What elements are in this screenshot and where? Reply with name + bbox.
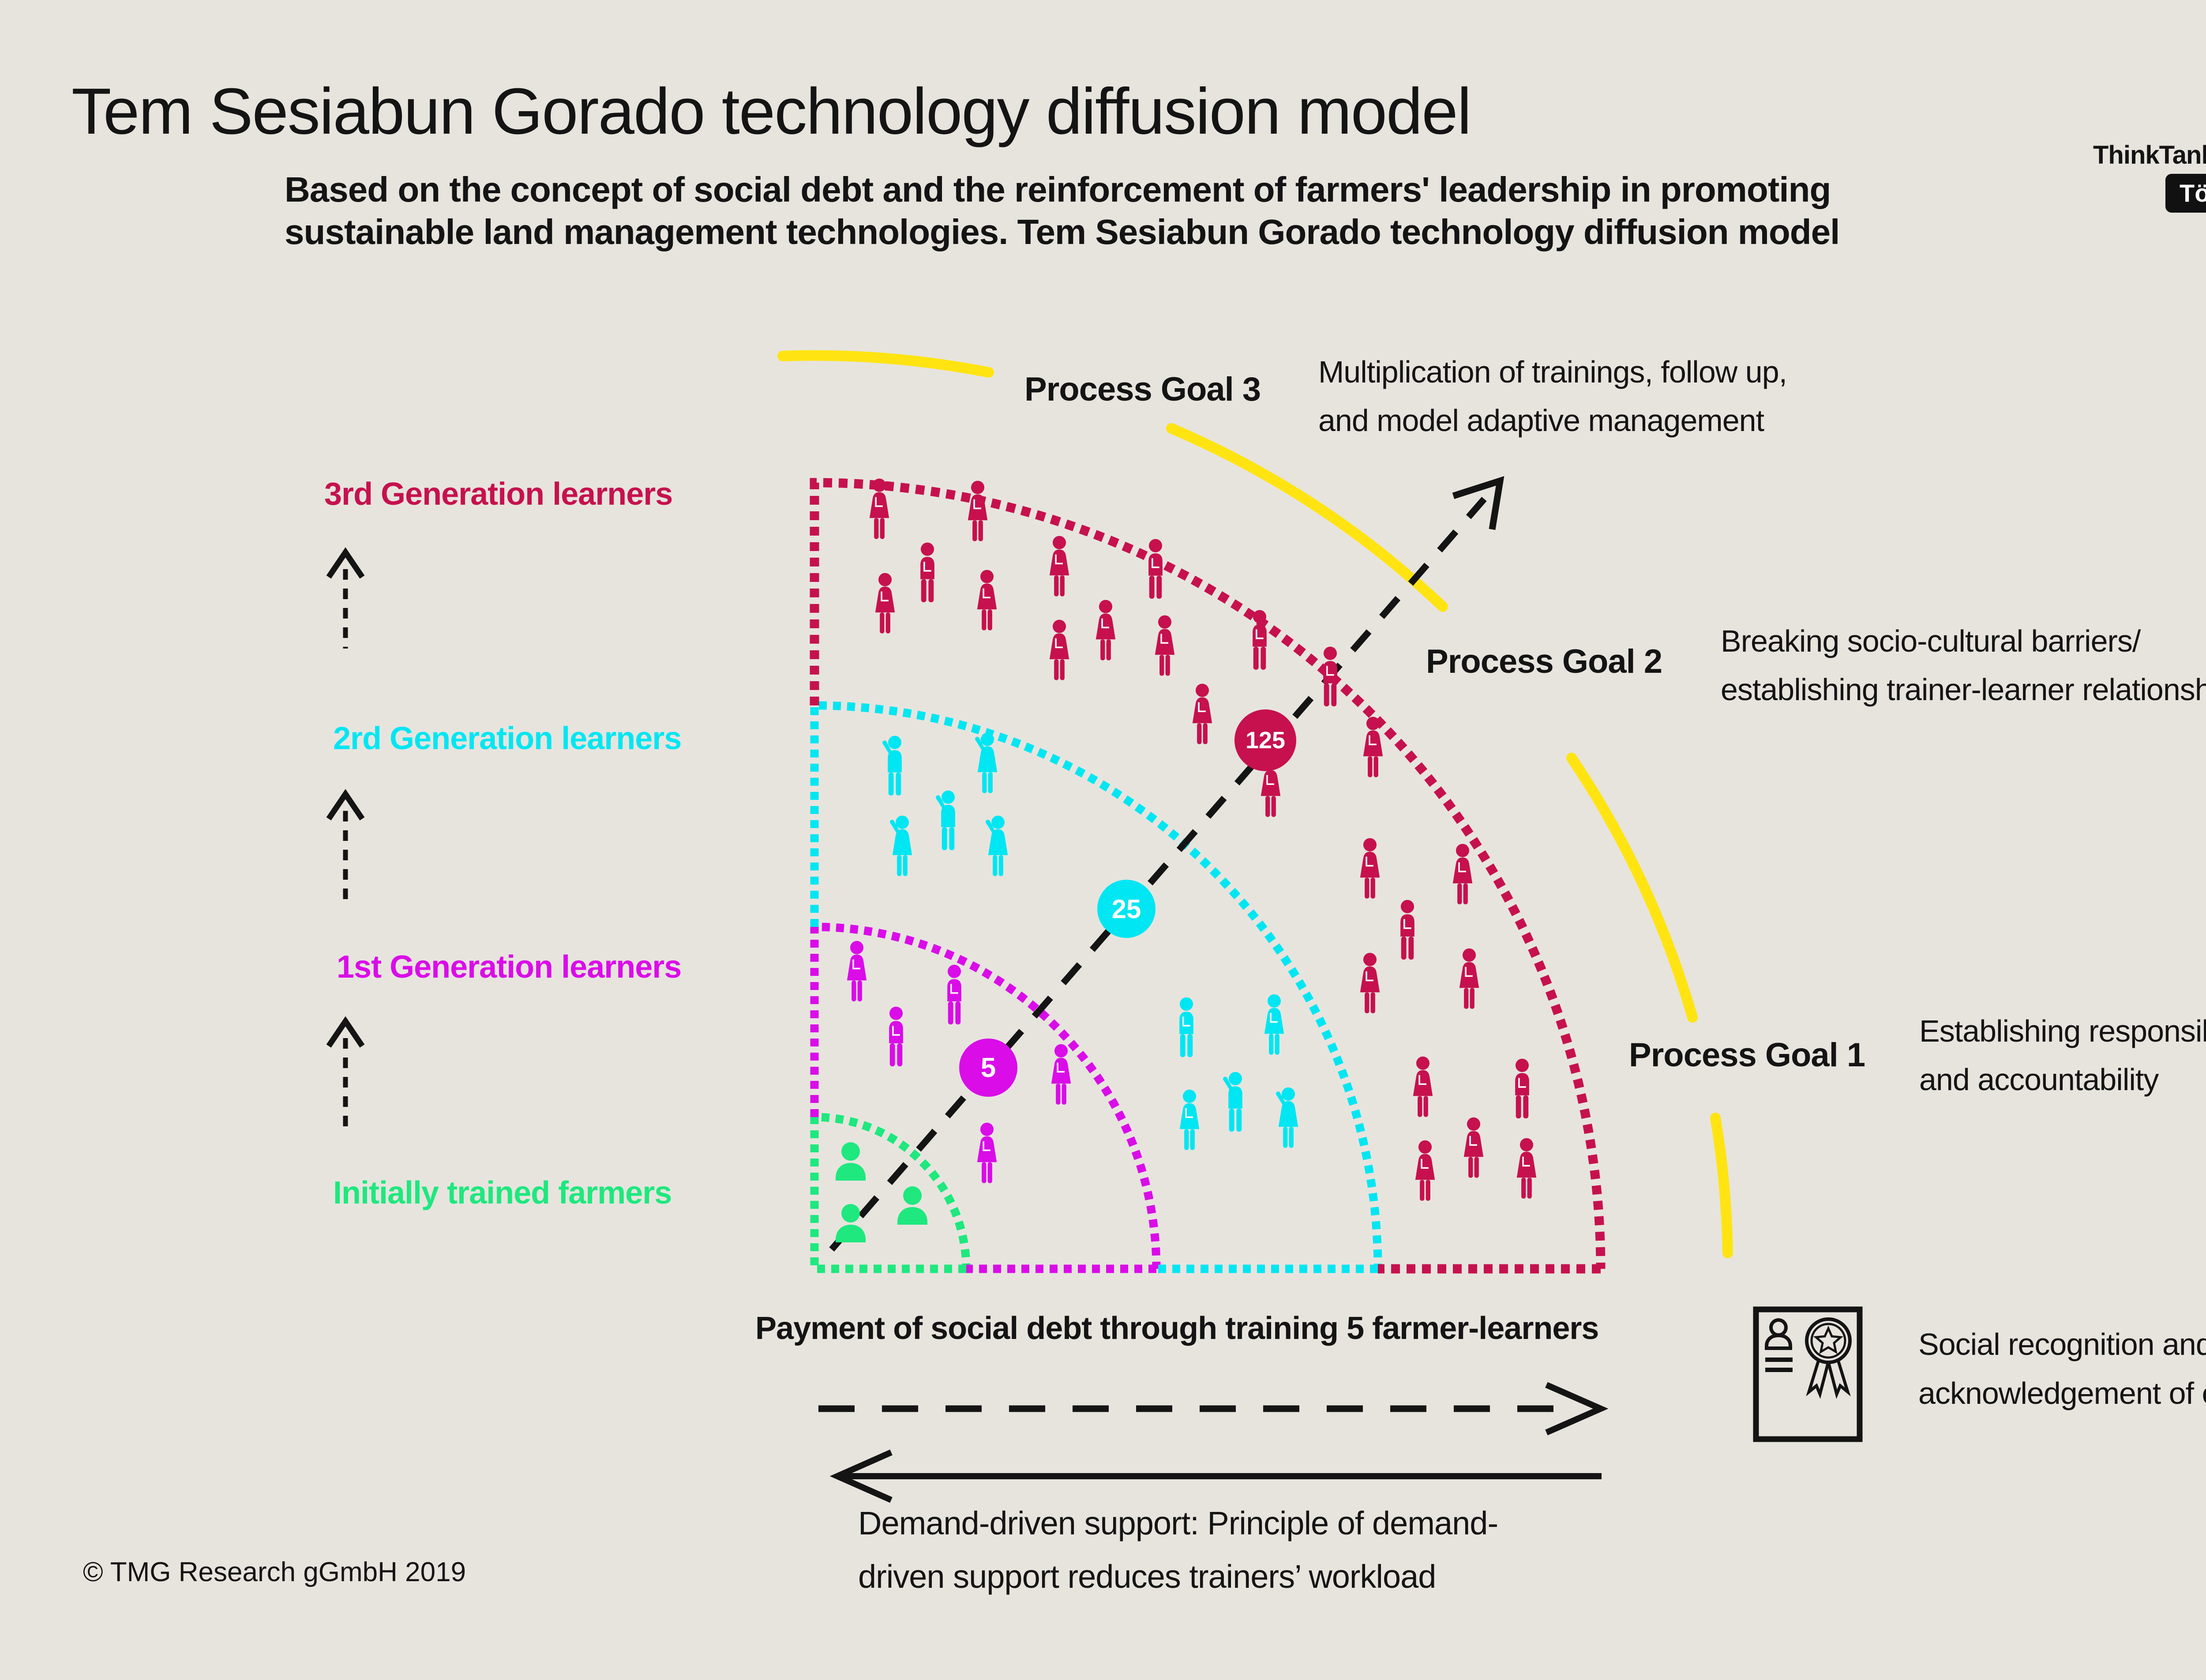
person-icon-initially-trained-farmers bbox=[836, 1142, 866, 1181]
process-goal-2-label: Process Goal 2 bbox=[1426, 643, 1662, 680]
person-icon-third-generation bbox=[1252, 610, 1268, 671]
person-icon-second-generation bbox=[1179, 1089, 1200, 1151]
person-icon-third-generation bbox=[874, 573, 896, 634]
person-icon-first-generation bbox=[846, 941, 867, 1002]
person-icon-first-generation bbox=[888, 1006, 904, 1067]
person-icon-third-generation bbox=[1095, 600, 1116, 661]
certificate-icon bbox=[1753, 1306, 1863, 1442]
subtitle-line-1: Based on the concept of social debt and … bbox=[285, 170, 1831, 209]
person-icon-second-generation bbox=[1276, 1087, 1298, 1148]
yellow-arc-top-icon bbox=[777, 350, 994, 378]
process-goal-3-label: Process Goal 3 bbox=[1024, 371, 1261, 408]
process-goal-1-description: Establishing responsibilty and accountab… bbox=[1919, 1007, 2206, 1104]
person-icon-initially-trained-farmers bbox=[836, 1204, 866, 1242]
up-arrow-icon-1 bbox=[326, 547, 365, 649]
person-icon-third-generation bbox=[919, 542, 935, 603]
person-icon-second-generation bbox=[1223, 1072, 1242, 1132]
copyright-notice: © TMG Research gGmbH 2019 bbox=[83, 1557, 466, 1587]
page-subtitle: Based on the concept of social debt and … bbox=[285, 169, 1840, 253]
process-goal-2-description: Breaking socio-cultural barriers/ establ… bbox=[1721, 617, 2206, 714]
person-icon-second-generation bbox=[975, 732, 998, 793]
person-icon-third-generation bbox=[1049, 619, 1070, 681]
person-icon-second-generation bbox=[1264, 994, 1285, 1056]
process-goal-1-desc-line2: and accountability bbox=[1919, 1062, 2159, 1097]
process-goal-2-desc-line2: establishing trainer-learner relationshi… bbox=[1721, 672, 2206, 707]
payment-arrow-icon bbox=[818, 1382, 1609, 1436]
generation-label-1st: 1st Generation learners bbox=[337, 949, 682, 985]
process-goal-3-desc-line2: and model adaptive management bbox=[1318, 403, 1764, 438]
process-goal-1-label: Process Goal 1 bbox=[1629, 1036, 1865, 1074]
generation-arrow-icons bbox=[326, 547, 365, 1127]
person-icon-second-generation bbox=[889, 815, 912, 876]
person-icon-third-generation bbox=[1463, 1117, 1484, 1179]
logo-badge: Töpfer Müller Gaßner bbox=[2165, 174, 2206, 213]
trajectory-arrow-icon bbox=[829, 476, 1504, 1252]
yellow-arc-right-icon bbox=[1566, 753, 1698, 1023]
up-arrow-icon-3 bbox=[326, 1016, 365, 1127]
person-icon-third-generation bbox=[1459, 948, 1480, 1010]
demand-line-2: driven support reduces trainers’ workloa… bbox=[858, 1558, 1436, 1595]
logo-tagline-thinktank: ThinkTank bbox=[2093, 141, 2206, 169]
person-icon-first-generation bbox=[976, 1122, 998, 1184]
recognition-line-2: acknowledgement of efforts bbox=[1918, 1376, 2206, 1410]
person-icon-third-generation bbox=[1414, 1140, 1436, 1202]
person-icon-second-generation bbox=[985, 815, 1008, 876]
person-icon-third-generation bbox=[1514, 1058, 1530, 1119]
process-goal-1-desc-line1: Establishing responsibilty bbox=[1919, 1014, 2206, 1048]
generation-label-initial: Initially trained farmers bbox=[333, 1175, 672, 1211]
person-icon-third-generation bbox=[1452, 844, 1473, 905]
up-arrow-icon-2 bbox=[326, 789, 365, 900]
person-icon-third-generation bbox=[1192, 683, 1213, 745]
page-title: Tem Sesiabun Gorado technology diffusion… bbox=[71, 75, 1472, 148]
person-icon-first-generation bbox=[1050, 1044, 1072, 1106]
subtitle-line-2: sustainable land management technologies… bbox=[285, 212, 1840, 251]
process-goal-3-desc-line1: Multiplication of trainings, follow up, bbox=[1318, 355, 1787, 389]
milestone-circle-5: 5 bbox=[959, 1039, 1017, 1097]
person-icon-second-generation bbox=[935, 790, 955, 851]
zone-arc-third-generation bbox=[810, 478, 1606, 1274]
person-icon-third-generation bbox=[1359, 952, 1381, 1014]
person-icon-initially-trained-farmers bbox=[897, 1186, 927, 1225]
zone-arc-first-generation bbox=[810, 922, 1161, 1273]
person-icon-third-generation bbox=[1154, 615, 1175, 677]
person-icon-third-generation bbox=[976, 570, 998, 631]
support-arrow-icon bbox=[829, 1449, 1602, 1503]
demand-line-1: Demand-driven support: Principle of dema… bbox=[858, 1505, 1498, 1541]
yellow-arc-upper-right-icon bbox=[1166, 423, 1448, 612]
person-icon-first-generation bbox=[946, 964, 962, 1025]
recognition-line-1: Social recognition and public bbox=[1918, 1327, 2206, 1361]
payment-label: Payment of social debt through training … bbox=[755, 1311, 1599, 1346]
person-icon-third-generation bbox=[1516, 1138, 1537, 1200]
zone-arc-initially-trained bbox=[810, 1113, 971, 1273]
milestone-circle-25: 25 bbox=[1097, 880, 1156, 938]
person-icon-third-generation bbox=[1322, 646, 1338, 707]
recognition-label: Social recognition and public acknowledg… bbox=[1918, 1320, 2206, 1418]
person-icon-third-generation bbox=[1148, 539, 1163, 600]
yellow-arc-lower-right-icon bbox=[1710, 1113, 1733, 1258]
person-icon-third-generation bbox=[1049, 536, 1070, 597]
person-icon-third-generation bbox=[1412, 1056, 1433, 1118]
process-goal-2-desc-line1: Breaking socio-cultural barriers/ bbox=[1721, 624, 2141, 658]
logo-tagline: ThinkTankforSustainability bbox=[2093, 140, 2206, 170]
person-icon-second-generation bbox=[882, 735, 902, 796]
yellow-arc-icons bbox=[777, 350, 1733, 1258]
person-icon-third-generation bbox=[1399, 900, 1415, 960]
person-icon-third-generation bbox=[1359, 838, 1381, 900]
demand-support-label: Demand-driven support: Principle of dema… bbox=[858, 1496, 1498, 1603]
generation-label-3rd: 3rd Generation learners bbox=[324, 476, 673, 512]
generation-label-2nd: 2rd Generation learners bbox=[333, 721, 682, 756]
process-goal-3-description: Multiplication of trainings, follow up, … bbox=[1318, 348, 1787, 445]
milestone-circle-125: 125 bbox=[1234, 709, 1296, 771]
zone-arc-second-generation bbox=[810, 701, 1382, 1273]
person-icon-second-generation bbox=[1178, 997, 1194, 1058]
person-icon-third-generation bbox=[967, 480, 988, 542]
